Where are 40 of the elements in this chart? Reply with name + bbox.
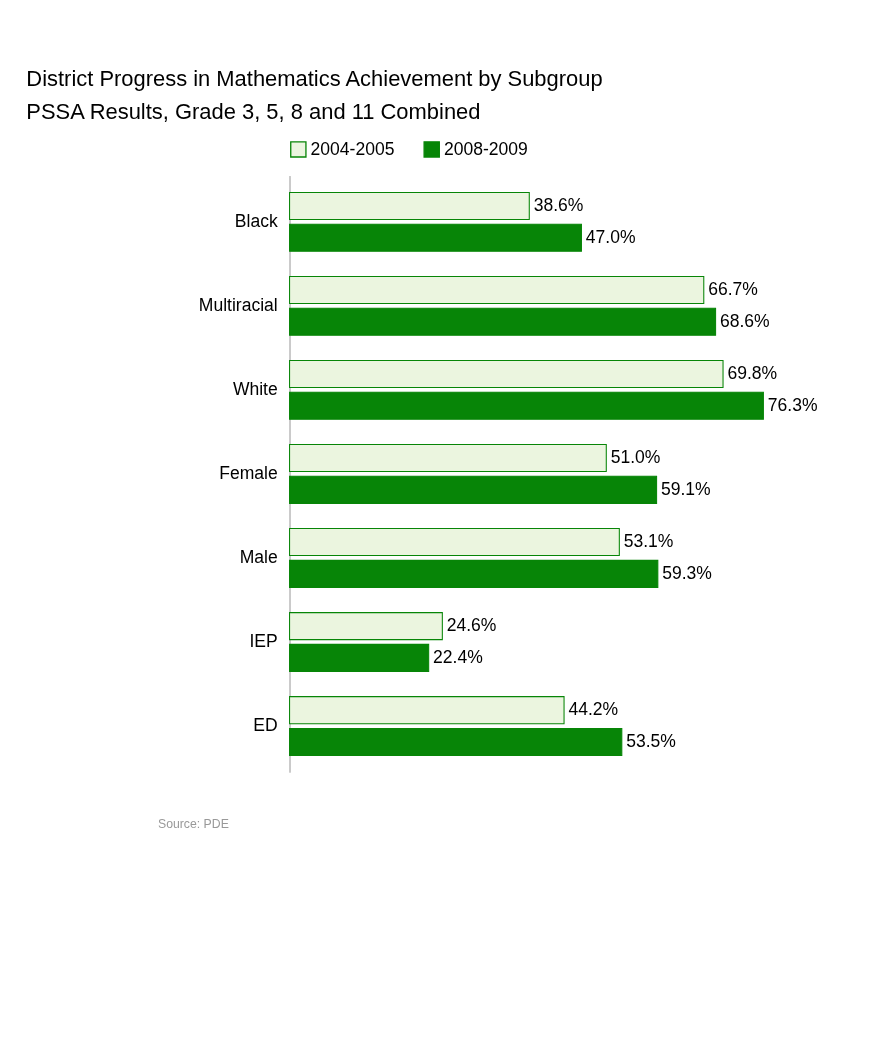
data-label: 66.7% bbox=[708, 279, 758, 300]
data-label: 44.2% bbox=[568, 699, 619, 720]
bar bbox=[289, 307, 717, 336]
bar bbox=[289, 643, 430, 672]
data-label: 59.1% bbox=[660, 479, 711, 500]
source-note: Source: PDE bbox=[157, 817, 229, 832]
bar bbox=[289, 696, 565, 725]
y-tick-label: White bbox=[232, 379, 278, 400]
bar bbox=[289, 359, 724, 389]
legend-label: 2008-2009 bbox=[444, 138, 528, 159]
bar bbox=[289, 443, 607, 473]
data-label: 68.6% bbox=[719, 311, 770, 332]
data-label: 22.4% bbox=[433, 647, 483, 668]
bar bbox=[289, 223, 582, 252]
y-tick-label: ED bbox=[253, 715, 278, 736]
y-tick-label: Female bbox=[219, 463, 278, 484]
data-label: 47.0% bbox=[585, 226, 636, 247]
y-tick-label: Black bbox=[234, 211, 278, 232]
bar bbox=[289, 475, 658, 504]
bar bbox=[289, 559, 659, 588]
data-label: 53.5% bbox=[626, 731, 676, 752]
chart-subtitle: PSSA Results, Grade 3, 5, 8 and 11 Combined bbox=[26, 98, 481, 124]
y-tick-label: Multiracial bbox=[198, 295, 278, 316]
legend-label: 2004-2005 bbox=[310, 138, 395, 159]
data-label: 24.6% bbox=[446, 615, 497, 636]
y-tick-label: Male bbox=[239, 547, 278, 568]
data-label: 69.8% bbox=[727, 363, 778, 384]
bar bbox=[289, 727, 623, 756]
bar bbox=[289, 612, 443, 641]
bar bbox=[289, 275, 705, 304]
chart-title: District Progress in Mathematics Achievement by Subgroup bbox=[26, 66, 603, 92]
bar bbox=[289, 191, 530, 220]
data-label: 59.3% bbox=[662, 563, 712, 584]
bar bbox=[289, 391, 764, 420]
data-label: 53.1% bbox=[623, 531, 674, 552]
bar bbox=[289, 528, 620, 557]
data-label: 38.6% bbox=[533, 195, 584, 216]
data-label: 76.3% bbox=[767, 395, 818, 416]
data-label: 51.0% bbox=[610, 447, 661, 468]
y-tick-label: IEP bbox=[249, 631, 278, 652]
